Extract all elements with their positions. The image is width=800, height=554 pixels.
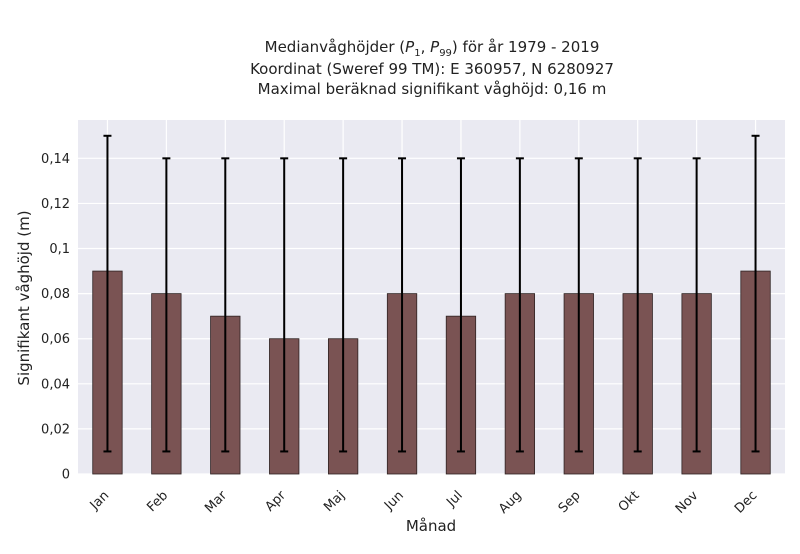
y-tick-label: 0,08 (41, 287, 70, 302)
error-bar-jun (398, 157, 407, 453)
x-tick-label: Jun (381, 488, 407, 514)
chart-title-line-1: Medianvåghöjder (P1, P99) för år 1979 - … (265, 38, 600, 59)
y-tick-label: 0,14 (41, 152, 70, 167)
chart-title-line-2: Koordinat (Sweref 99 TM): E 360957, N 62… (250, 60, 614, 78)
error-bars (103, 134, 760, 453)
y-tick-label: 0,1 (49, 242, 70, 257)
y-tick-label: 0 (62, 468, 70, 483)
x-tick-label: Aug (496, 488, 525, 517)
x-tick-label: Feb (144, 488, 171, 515)
y-tick-label: 0,04 (41, 377, 70, 392)
error-bar-jul (456, 157, 465, 453)
y-tick-label: 0,12 (41, 197, 70, 212)
chart-title-line-3: Maximal beräknad signifikant våghöjd: 0,… (258, 80, 607, 98)
y-tick-label: 0,06 (41, 332, 70, 347)
x-tick-label: Mar (202, 488, 230, 516)
x-tick-label: Sep (556, 488, 584, 516)
x-tick-label: Okt (616, 488, 643, 515)
error-bar-mar (221, 157, 230, 453)
error-bar-feb (162, 157, 171, 453)
x-tick-label: Jul (443, 488, 465, 510)
error-bar-maj (339, 157, 348, 453)
error-bar-okt (633, 157, 642, 453)
plot-area (78, 120, 785, 474)
error-bar-nov (692, 157, 701, 453)
error-bar-aug (515, 157, 524, 453)
x-tick-label: Apr (263, 488, 290, 515)
x-tick-label: Jan (87, 488, 112, 513)
x-tick-label: Dec (732, 488, 760, 516)
y-axis-label: Signifikant våghöjd (m) (15, 210, 33, 385)
error-bar-jan (103, 134, 112, 453)
x-tick-label: Nov (673, 488, 702, 517)
error-bar-dec (751, 134, 760, 453)
y-tick-labels: 0 0,02 0,04 0,06 0,08 0,1 0,12 0,14 (41, 152, 70, 483)
y-tick-label: 0,02 (41, 422, 70, 437)
x-tick-labels: Jan Feb Mar Apr Maj Jun Jul Aug Sep Okt Nov Dec (87, 488, 761, 517)
error-bar-apr (280, 157, 289, 453)
error-bar-sep (574, 157, 583, 453)
x-axis-label: Månad (406, 517, 456, 535)
x-tick-label: Maj (321, 488, 348, 515)
